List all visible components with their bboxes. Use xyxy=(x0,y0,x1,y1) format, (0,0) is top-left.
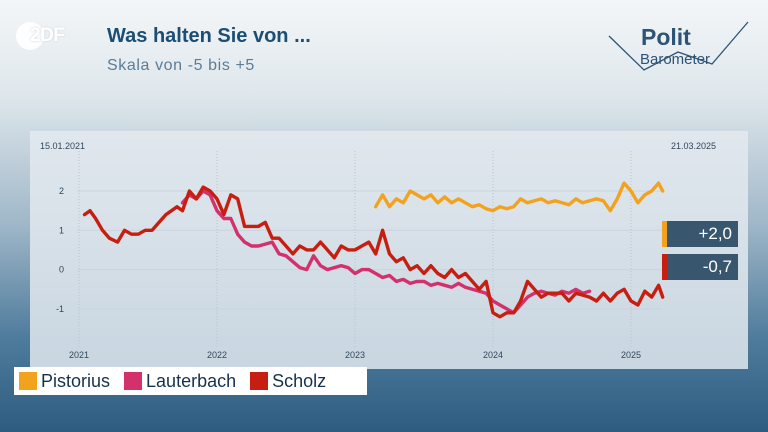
value-box-text-scholz: -0,7 xyxy=(702,257,732,276)
legend-label-pistorius: Pistorius xyxy=(41,370,111,391)
legend-item-pistorius: Pistorius xyxy=(19,371,110,392)
zdf-logo: 2DF xyxy=(16,22,76,50)
zdf-logo-circle-icon xyxy=(16,22,44,50)
politbarometer-zigzag-icon xyxy=(608,21,749,71)
chart-legend: Pistorius Lauterbach Scholz xyxy=(14,367,367,395)
value-box-text-pistorius: +2,0 xyxy=(698,224,732,243)
x-tick-label: 2021 xyxy=(69,350,89,360)
date-end-label: 21.03.2025 xyxy=(671,141,717,151)
legend-swatch-lauterbach xyxy=(124,372,143,390)
value-box-scholz: -0,7 xyxy=(662,254,738,280)
zdf-logo-text: 2DF xyxy=(30,25,65,46)
series-line-scholz xyxy=(82,185,665,319)
politbarometer-logo: Polit Barometer xyxy=(600,14,760,74)
value-box-swatch-pistorius xyxy=(662,221,667,247)
x-tick-label: 2024 xyxy=(483,350,503,360)
y-tick-label: 2 xyxy=(59,186,64,196)
legend-label-scholz: Scholz xyxy=(272,370,327,391)
value-box-pistorius: +2,0 xyxy=(662,221,738,247)
value-box-swatch-scholz xyxy=(662,254,667,280)
y-tick-label: -1 xyxy=(56,304,64,314)
brand-line1: Polit xyxy=(641,24,691,50)
x-tick-label: 2022 xyxy=(207,350,227,360)
x-tick-label: 2023 xyxy=(345,350,365,360)
legend-swatch-scholz xyxy=(250,372,269,390)
series-line-lauterbach xyxy=(180,189,592,315)
brand-line2: Barometer xyxy=(640,51,711,68)
legend-item-scholz: Scholz xyxy=(250,371,326,392)
series-line-pistorius xyxy=(374,181,665,213)
legend-item-lauterbach: Lauterbach xyxy=(124,371,236,392)
y-tick-label: 1 xyxy=(59,225,64,235)
legend-label-lauterbach: Lauterbach xyxy=(146,370,237,391)
page-title: Was halten Sie von ... xyxy=(107,25,311,47)
x-tick-label: 2025 xyxy=(621,350,641,360)
page-subtitle: Skala von -5 bis +5 xyxy=(107,57,255,74)
date-start-label: 15.01.2021 xyxy=(40,141,86,151)
legend-swatch-pistorius xyxy=(19,372,37,390)
y-tick-label: 0 xyxy=(59,265,64,275)
